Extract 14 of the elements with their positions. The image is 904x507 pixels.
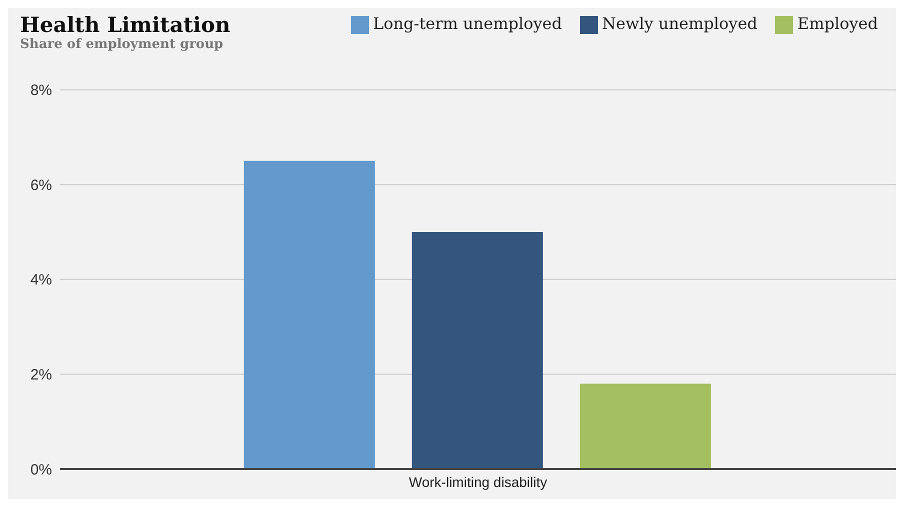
- y-tick-label: 4%: [30, 272, 52, 289]
- legend-label: Employed: [797, 14, 878, 33]
- bar: [580, 384, 711, 469]
- legend-label: Newly unemployed: [602, 14, 758, 33]
- chart-subtitle: Share of employment group: [20, 37, 224, 52]
- y-tick-label: 2%: [30, 366, 52, 384]
- x-tick-label: Work-limiting disability: [408, 474, 548, 490]
- bar: [244, 160, 375, 469]
- y-tick-label: 0%: [30, 461, 52, 478]
- y-tick-label: 6%: [30, 176, 52, 194]
- y-tick-label: 8%: [30, 82, 52, 100]
- chart-title: Health Limitation: [20, 12, 230, 37]
- bar: [412, 232, 543, 469]
- legend-label: Long-term unemployed: [372, 14, 562, 33]
